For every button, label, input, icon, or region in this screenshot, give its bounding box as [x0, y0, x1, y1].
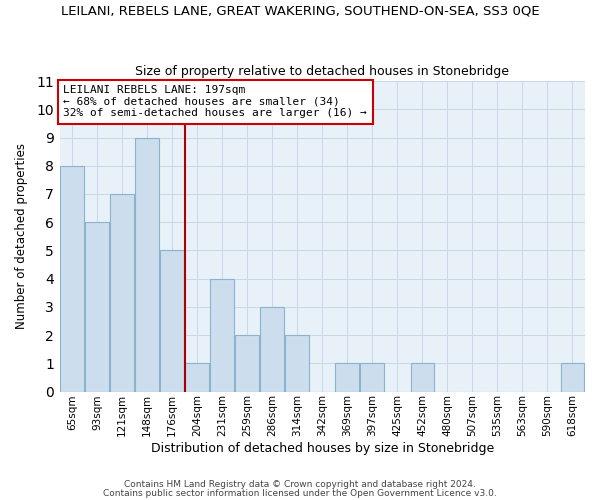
Bar — [235, 335, 259, 392]
Bar — [560, 364, 584, 392]
Bar — [160, 250, 184, 392]
Text: LEILANI, REBELS LANE, GREAT WAKERING, SOUTHEND-ON-SEA, SS3 0QE: LEILANI, REBELS LANE, GREAT WAKERING, SO… — [61, 5, 539, 18]
Y-axis label: Number of detached properties: Number of detached properties — [15, 144, 28, 330]
Text: LEILANI REBELS LANE: 197sqm
← 68% of detached houses are smaller (34)
32% of sem: LEILANI REBELS LANE: 197sqm ← 68% of det… — [64, 86, 367, 118]
Bar — [136, 138, 159, 392]
Bar — [110, 194, 134, 392]
Bar — [60, 166, 84, 392]
Bar — [286, 335, 309, 392]
Bar — [211, 278, 234, 392]
X-axis label: Distribution of detached houses by size in Stonebridge: Distribution of detached houses by size … — [151, 442, 494, 455]
Bar — [410, 364, 434, 392]
Bar — [185, 364, 209, 392]
Text: Contains HM Land Registry data © Crown copyright and database right 2024.: Contains HM Land Registry data © Crown c… — [124, 480, 476, 489]
Bar — [260, 307, 284, 392]
Text: Contains public sector information licensed under the Open Government Licence v3: Contains public sector information licen… — [103, 489, 497, 498]
Bar — [85, 222, 109, 392]
Bar — [361, 364, 384, 392]
Title: Size of property relative to detached houses in Stonebridge: Size of property relative to detached ho… — [136, 66, 509, 78]
Bar — [335, 364, 359, 392]
